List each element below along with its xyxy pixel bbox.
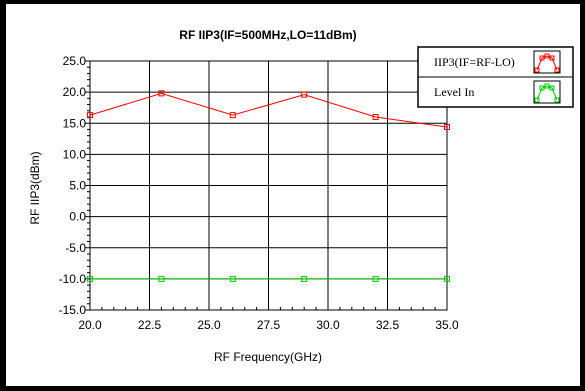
series-line-1 <box>89 92 448 128</box>
legend-swatch-line <box>536 85 558 101</box>
rf-iip3-chart: RF IIP3(IF=500MHz,LO=11dBm) 25.0 20.0 15.0… <box>28 28 574 364</box>
y-tick-label: 15.0 <box>63 116 87 130</box>
x-tick-label: 32.5 <box>376 318 400 332</box>
data-point <box>301 275 308 282</box>
x-tick-label: 30.0 <box>316 318 340 332</box>
y-tick-label: -15.0 <box>59 303 87 317</box>
y-tick-label: 20.0 <box>63 85 87 99</box>
data-point <box>87 275 93 282</box>
x-tick-label: 20.0 <box>78 318 102 332</box>
y-tick-label: -10.0 <box>59 272 87 286</box>
x-tick-label: 25.0 <box>197 318 221 332</box>
chart-title: RF IIP3(IF=500MHz,LO=11dBm) <box>179 28 356 42</box>
legend-swatch-marker <box>539 55 545 61</box>
data-point <box>158 90 165 97</box>
legend-swatch-marker <box>544 83 550 89</box>
legend-swatch-marker <box>544 53 550 59</box>
legend-label: IIP3(IF=RF-LO) <box>434 55 515 69</box>
data-point <box>229 112 236 119</box>
data-point <box>301 91 308 98</box>
legend-swatch-marker <box>554 97 560 103</box>
data-point <box>372 114 379 121</box>
legend-label: Level In <box>434 85 474 99</box>
data-point <box>229 275 236 282</box>
legend-swatch-marker <box>549 85 555 91</box>
data-point <box>158 275 165 282</box>
data-point <box>444 275 450 282</box>
data-point <box>444 123 450 130</box>
x-tick-label: 22.5 <box>138 318 162 332</box>
y-tick-label: 25.0 <box>63 54 87 68</box>
y-tick-label: 10.0 <box>63 147 87 161</box>
legend-swatch-marker <box>554 67 560 73</box>
y-tick-label: -5.0 <box>65 241 86 255</box>
chart-frame: RF IIP3(IF=500MHz,LO=11dBm) 25.0 20.0 15.0… <box>5 3 581 387</box>
legend-swatch-line <box>536 55 558 71</box>
data-point <box>372 275 379 282</box>
legend-swatch-marker <box>549 55 555 61</box>
x-axis-label: RF Frequency(GHz) <box>214 350 322 364</box>
data-point <box>87 112 93 119</box>
x-tick-label: 27.5 <box>257 318 281 332</box>
x-tick-label: 35.0 <box>435 318 459 332</box>
legend-swatch-marker <box>534 97 540 103</box>
y-axis-label: RF IIP3(dBm) <box>28 151 42 224</box>
legend: IIP3(IF=RF-LO) Level In <box>417 46 574 108</box>
legend-swatch-marker <box>534 67 540 73</box>
y-tick-label: 0.0 <box>69 210 86 224</box>
y-tick-label: 5.0 <box>69 179 86 193</box>
plot-area: 25.020.015.010.05.00.0-5.0-10.0-15.020.0… <box>59 54 459 332</box>
legend-swatch-marker <box>539 85 545 91</box>
